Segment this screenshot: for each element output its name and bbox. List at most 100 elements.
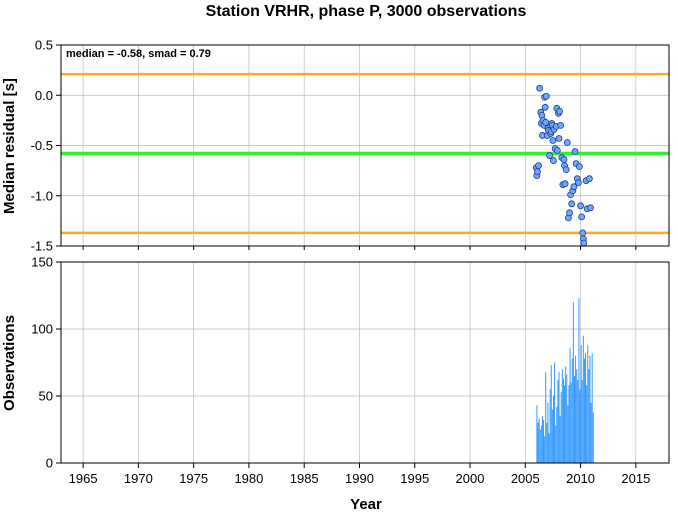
data-point: [536, 84, 544, 92]
observations-y-axis-label: Observations: [1, 315, 18, 411]
data-point: [546, 152, 554, 159]
data-point: [535, 162, 542, 170]
data-point: [560, 156, 568, 163]
observation-bar: [579, 389, 581, 463]
y-tick-label: -1.0: [31, 188, 53, 203]
x-tick-label: 1985: [290, 471, 319, 486]
observation-bar: [569, 347, 571, 463]
observation-bar: [590, 402, 592, 463]
observation-bar: [571, 358, 573, 463]
data-point: [586, 175, 593, 183]
data-point: [563, 139, 571, 146]
data-point: [570, 183, 578, 191]
stats-annotation: median = -0.58, smad = 0.79: [66, 48, 211, 60]
data-point: [571, 148, 579, 155]
residual-panel: 0.5 0.0 -0.5 -1.0 -1.5 median = -0.58, smad …: [1, 38, 670, 254]
observation-bar: [587, 345, 589, 463]
x-tick-label: 1975: [179, 471, 208, 486]
observation-bar: [591, 353, 593, 463]
observation-bar: [560, 391, 562, 463]
data-point: [580, 239, 588, 247]
observation-bar: [551, 409, 553, 463]
x-tick-label: 1970: [124, 471, 153, 486]
observation-bar: [558, 371, 560, 463]
observation-bar: [566, 374, 568, 463]
observation-bar: [572, 302, 574, 463]
observation-bar: [564, 385, 566, 463]
y-tick-label: 0.5: [35, 38, 53, 53]
observation-bar: [548, 433, 550, 463]
observation-bar: [561, 369, 563, 463]
data-point: [576, 163, 583, 171]
data-point: [579, 229, 587, 237]
observation-bar: [582, 335, 584, 463]
data-point: [555, 135, 563, 142]
data-point: [553, 147, 561, 154]
observation-bar: [578, 298, 580, 463]
observation-bar: [550, 365, 552, 463]
x-tick-label: 1995: [400, 471, 429, 486]
observation-bar: [539, 429, 541, 463]
observations-panel: 0 50 100 150 1965 1970 1975 1980 1985 1990 1995 20…: [1, 255, 670, 513]
observations-x-ticks: 1965 1970 1975 1980 1985 1990 1995 2000 2005 2010…: [69, 463, 650, 486]
observation-bar: [575, 355, 577, 463]
observations-frame: [60, 261, 670, 464]
data-point: [556, 107, 563, 115]
observation-bar: [538, 418, 540, 463]
observation-bar: [570, 382, 572, 463]
observation-bar: [554, 362, 556, 463]
observation-bar: [577, 379, 579, 463]
y-tick-label: 100: [31, 322, 53, 337]
observation-bar: [546, 422, 548, 463]
data-point: [574, 179, 582, 187]
observation-bar: [580, 345, 582, 463]
data-point: [542, 118, 550, 126]
data-point: [541, 103, 549, 111]
residual-y-ticks: 0.5 0.0 -0.5 -1.0 -1.5: [31, 38, 637, 254]
observations-bars: [536, 298, 594, 463]
observation-bar: [536, 405, 538, 463]
y-tick-label: 50: [39, 389, 53, 404]
observation-bar: [559, 416, 561, 463]
observation-bar: [555, 425, 557, 463]
data-point: [534, 168, 541, 176]
observation-bar: [540, 425, 542, 463]
observation-bar: [568, 385, 570, 463]
observation-bar: [544, 436, 546, 463]
observation-bar: [576, 369, 578, 463]
y-tick-label: 0: [46, 456, 53, 471]
observation-bar: [581, 379, 583, 463]
residual-points: [532, 84, 594, 247]
data-point: [568, 200, 576, 208]
observation-bar: [586, 385, 588, 463]
x-tick-label: 2005: [511, 471, 540, 486]
y-tick-label: 150: [31, 255, 53, 270]
y-tick-label: -0.5: [31, 138, 53, 153]
observation-bar: [556, 406, 558, 463]
observations-y-ticks: 0 50 100 150: [31, 255, 61, 471]
residual-reference-lines: [61, 72, 669, 235]
data-point: [557, 122, 565, 129]
observation-bar: [567, 405, 569, 463]
y-tick-label: 0.0: [35, 88, 53, 103]
x-tick-label: 1965: [69, 471, 98, 486]
observation-bar: [545, 371, 547, 463]
observation-bar: [589, 355, 591, 463]
residual-y-axis-label: Median residual [s]: [1, 78, 18, 214]
data-point: [549, 137, 557, 144]
observation-bar: [583, 358, 585, 463]
observation-bar: [565, 366, 567, 463]
observation-bar: [537, 422, 539, 463]
x-tick-label: 2010: [566, 471, 595, 486]
observation-bar: [562, 378, 564, 463]
y-tick-label: -1.5: [31, 239, 53, 254]
data-point: [561, 180, 569, 188]
observation-bar: [547, 402, 549, 463]
data-point: [542, 92, 550, 100]
observation-bar: [573, 375, 575, 463]
observation-bar: [592, 412, 594, 463]
observation-bar: [549, 389, 551, 463]
data-point: [550, 157, 557, 164]
data-point: [577, 202, 584, 210]
